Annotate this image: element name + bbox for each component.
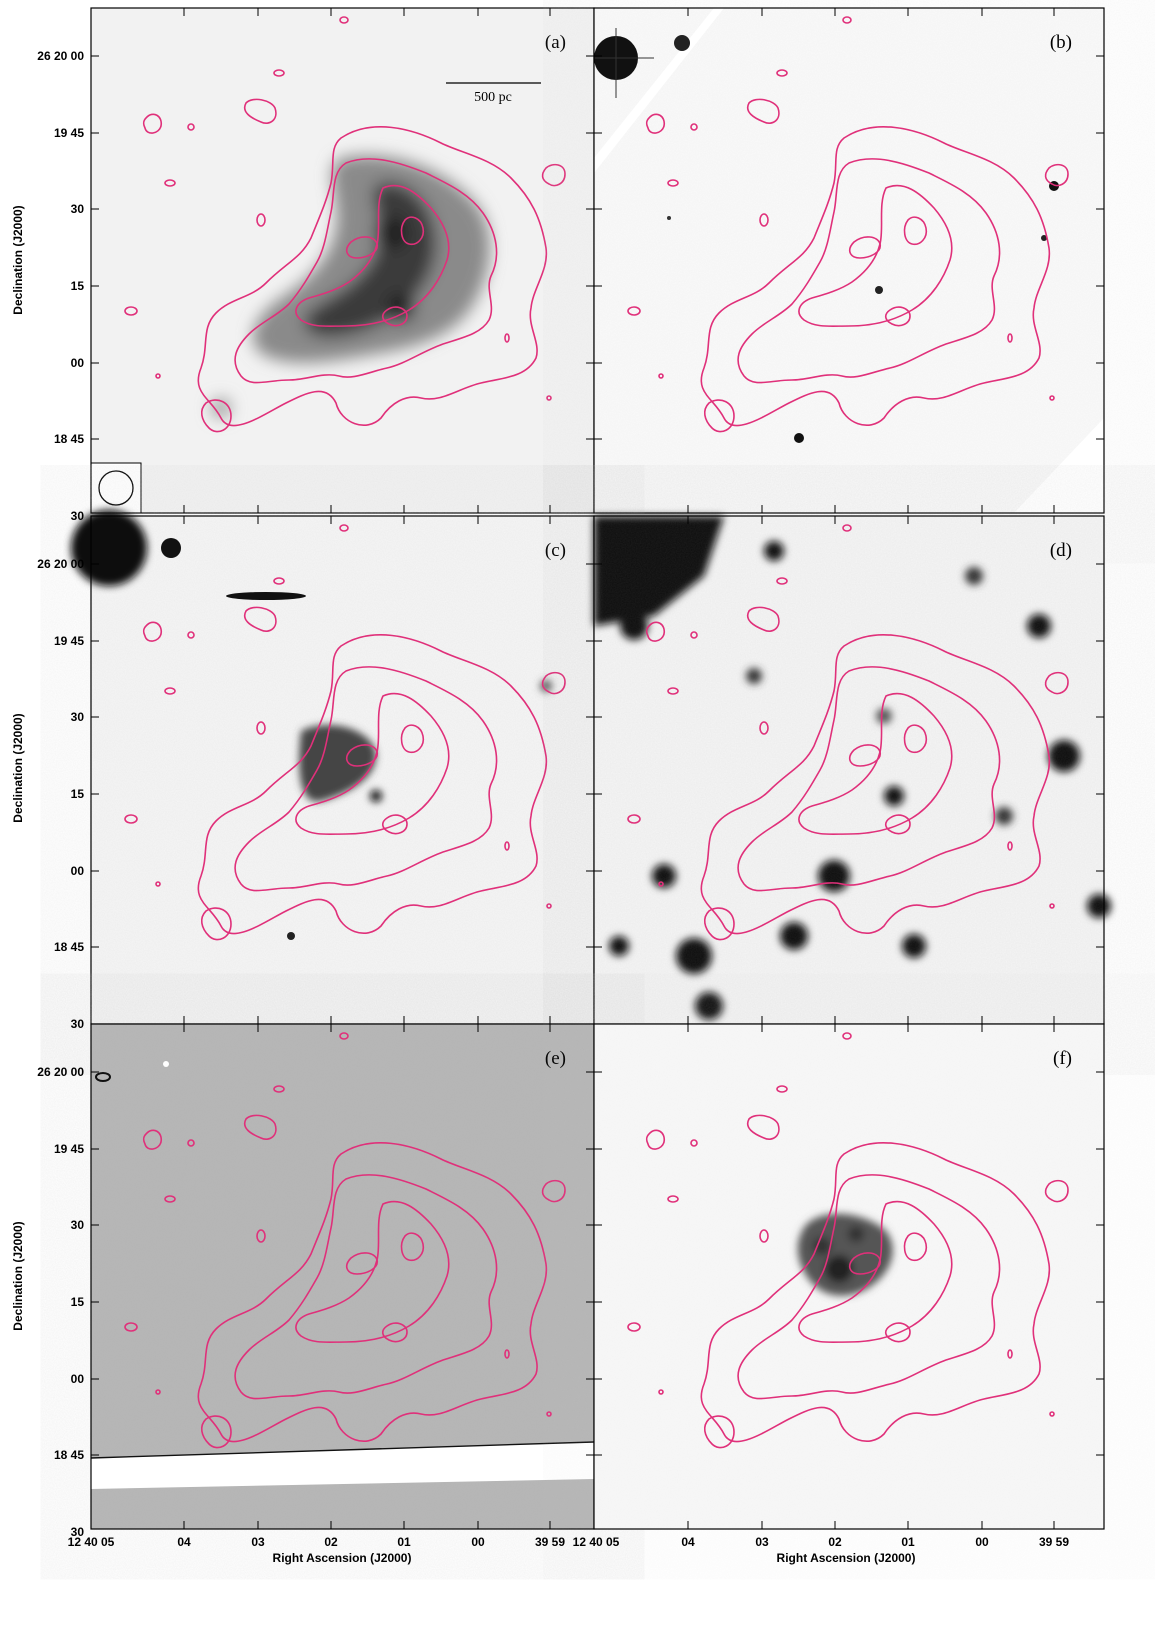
panel-label-d: (d) — [1050, 540, 1072, 561]
y-tick-label: 19 45 — [54, 126, 84, 140]
y-tick-label: 30 — [71, 1525, 85, 1539]
y-axis-top: 26 20 00 19 45 30 15 00 18 45 30 Declina… — [11, 49, 84, 523]
x-tick-label: 04 — [177, 1535, 191, 1549]
panel-label-c: (c) — [545, 540, 566, 561]
y-axis-label: Declination (J2000) — [11, 713, 25, 822]
panel-a: 500 pc (a) — [90, 7, 595, 514]
panel-f: (f) — [593, 1023, 1105, 1530]
x-tick-label: 01 — [397, 1535, 411, 1549]
y-tick-label: 30 — [71, 1017, 85, 1031]
x-tick-label: 00 — [975, 1535, 989, 1549]
x-axis-label: Right Ascension (J2000) — [777, 1551, 916, 1565]
y-axis-label: Declination (J2000) — [11, 1221, 25, 1330]
y-tick-label: 19 45 — [54, 634, 84, 648]
x-axis-label: Right Ascension (J2000) — [273, 1551, 412, 1565]
y-tick-label: 30 — [71, 202, 85, 216]
x-tick-label: 12 40 05 — [573, 1535, 620, 1549]
tick-marks — [91, 8, 1104, 1529]
x-tick-label: 39 59 — [535, 1535, 565, 1549]
y-tick-label: 00 — [71, 1372, 85, 1386]
x-tick-label: 00 — [471, 1535, 485, 1549]
y-tick-label: 18 45 — [54, 940, 84, 954]
panel-label-a: (a) — [545, 32, 566, 53]
y-tick-label: 15 — [71, 279, 85, 293]
panel-label-e: (e) — [545, 1048, 566, 1069]
beam-ellipse — [98, 470, 134, 506]
y-axis-label: Declination (J2000) — [11, 205, 25, 314]
panel-d: (d) — [593, 515, 1111, 1025]
y-tick-label: 18 45 — [54, 1448, 84, 1462]
x-tick-label: 04 — [681, 1535, 695, 1549]
y-axis-middle: 26 20 00 19 45 30 15 00 18 45 30 Declina… — [11, 557, 84, 1031]
panel-c: (c) — [71, 510, 595, 1025]
y-tick-label: 15 — [71, 787, 85, 801]
x-axis-left: 12 40 05 04 03 02 01 00 39 59 Right Asce… — [68, 1535, 566, 1565]
y-tick-label: 19 45 — [54, 1142, 84, 1156]
panel-e: (e) — [90, 1023, 595, 1530]
y-tick-label: 26 20 00 — [37, 49, 84, 63]
panel-b: (b) — [593, 7, 1105, 514]
y-tick-label: 18 45 — [54, 432, 84, 446]
x-tick-label: 03 — [755, 1535, 769, 1549]
panel-label-f: (f) — [1053, 1048, 1072, 1069]
x-tick-label: 02 — [828, 1535, 842, 1549]
y-tick-label: 00 — [71, 864, 85, 878]
y-tick-label: 26 20 00 — [37, 1065, 84, 1079]
y-tick-label: 30 — [71, 1218, 85, 1232]
y-tick-label: 30 — [71, 710, 85, 724]
x-tick-label: 02 — [324, 1535, 338, 1549]
x-tick-label: 12 40 05 — [68, 1535, 115, 1549]
x-tick-label: 39 59 — [1039, 1535, 1069, 1549]
x-tick-label: 03 — [251, 1535, 265, 1549]
y-tick-label: 00 — [71, 356, 85, 370]
y-tick-label: 15 — [71, 1295, 85, 1309]
scale-bar-label: 500 pc — [474, 90, 512, 105]
x-axis-right: 12 40 05 04 03 02 01 00 39 59 Right Asce… — [573, 1535, 1070, 1565]
y-tick-label: 30 — [71, 509, 85, 523]
x-tick-label: 01 — [901, 1535, 915, 1549]
panel-label-b: (b) — [1050, 32, 1072, 53]
y-tick-label: 26 20 00 — [37, 557, 84, 571]
y-axis-bottom: 26 20 00 19 45 30 15 00 18 45 30 Declina… — [11, 1065, 84, 1539]
